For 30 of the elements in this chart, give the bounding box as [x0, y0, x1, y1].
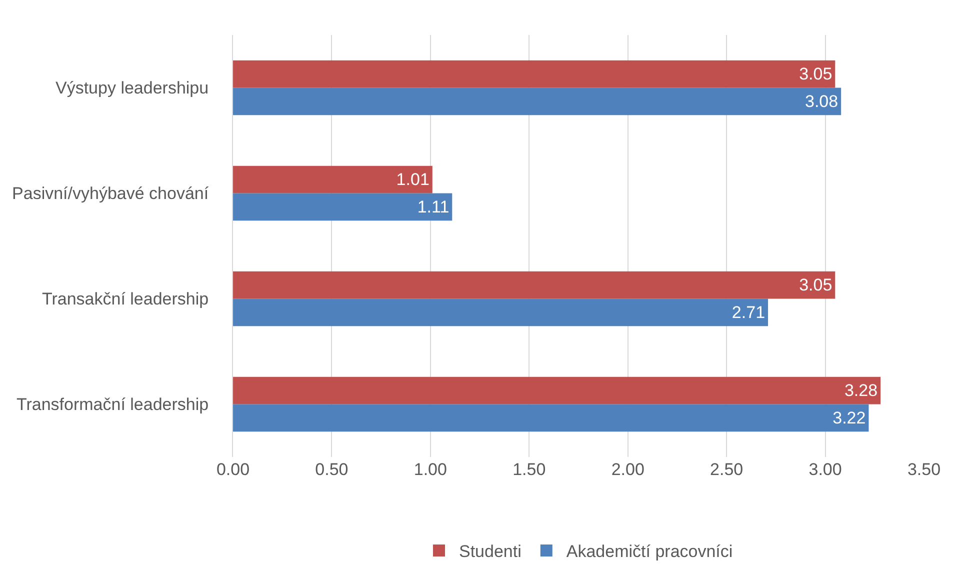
data-label: 3.05 — [799, 276, 832, 295]
x-tick-label: 0.00 — [216, 460, 250, 479]
y-tick-label: Pasivní/vyhýbavé chování — [12, 184, 209, 204]
x-tick-label: 1.50 — [512, 460, 546, 479]
bar — [233, 404, 869, 432]
data-label: 3.05 — [799, 64, 832, 84]
data-label: 1.01 — [396, 170, 430, 190]
bar — [233, 60, 836, 88]
bar — [233, 88, 842, 116]
bar — [233, 376, 881, 404]
bar — [233, 271, 836, 299]
legend-label: Akademičtí pracovníci — [566, 542, 733, 562]
x-tick-label: 1.00 — [414, 460, 447, 479]
bar — [233, 166, 432, 194]
bar — [233, 193, 452, 221]
bar — [233, 298, 768, 326]
data-label: 2.71 — [732, 302, 766, 322]
x-tick-label: 3.50 — [907, 460, 941, 479]
legend-label: Studenti — [459, 542, 522, 562]
data-label: 3.22 — [832, 408, 866, 428]
x-tick-label: 3.00 — [808, 460, 842, 479]
data-label: 1.11 — [417, 197, 450, 216]
y-tick-label: Transformační leadership — [16, 395, 209, 414]
y-tick-label: Výstupy leadershipu — [56, 78, 209, 98]
data-label: 3.08 — [804, 92, 838, 111]
x-tick-label: 0.50 — [315, 460, 348, 479]
x-tick-label: 2.00 — [611, 460, 644, 479]
data-label: 3.28 — [844, 381, 878, 400]
y-tick-label: Transakční leadership — [42, 290, 209, 309]
x-tick-label: 2.50 — [710, 460, 744, 479]
